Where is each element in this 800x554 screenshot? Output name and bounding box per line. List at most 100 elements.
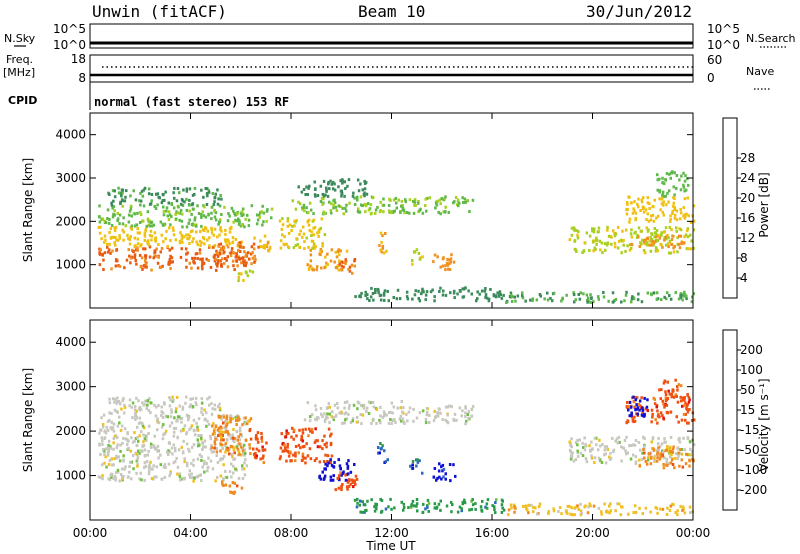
range-cell	[436, 199, 439, 203]
range-cell	[400, 199, 404, 203]
range-cell	[211, 192, 215, 195]
range-cell	[123, 403, 126, 407]
range-cell	[625, 212, 629, 216]
range-cell	[500, 498, 504, 502]
range-cell	[416, 509, 419, 513]
range-cell	[640, 300, 644, 304]
range-cell	[135, 452, 138, 456]
range-cell	[227, 212, 230, 216]
range-cell	[201, 441, 204, 445]
range-cell	[171, 452, 174, 456]
range-cell	[679, 448, 682, 452]
range-cell	[337, 486, 341, 490]
range-cell	[460, 414, 463, 418]
range-cell	[353, 480, 356, 483]
range-cell	[137, 421, 141, 425]
freq-panel-frame	[89, 54, 694, 83]
range-cell	[648, 207, 651, 210]
range-cell	[689, 221, 693, 224]
range-cell	[130, 227, 133, 231]
range-cell	[222, 438, 225, 442]
range-cell	[401, 410, 404, 414]
range-cell	[628, 217, 632, 221]
range-cell	[102, 413, 106, 417]
range-cell	[367, 412, 371, 415]
range-cell	[360, 203, 363, 207]
range-cell	[123, 199, 127, 203]
range-cell	[208, 403, 211, 407]
range-cell	[610, 235, 613, 239]
range-cell	[424, 298, 427, 302]
range-cell	[634, 455, 638, 459]
range-cell	[113, 209, 116, 213]
range-cell	[316, 231, 319, 235]
range-cell	[684, 188, 688, 192]
range-cell	[405, 290, 409, 294]
range-cell	[335, 255, 339, 259]
range-cell	[154, 414, 158, 418]
range-cell	[207, 189, 210, 192]
range-cell	[225, 258, 228, 262]
range-cell	[377, 451, 380, 455]
range-cell	[681, 298, 684, 302]
range-cell	[224, 424, 228, 428]
range-cell	[635, 412, 638, 416]
range-cell	[466, 413, 470, 416]
range-cell	[201, 448, 204, 451]
range-cell	[244, 270, 248, 274]
range-cell	[475, 299, 478, 303]
range-cell	[236, 212, 239, 216]
range-cell	[232, 220, 235, 224]
range-cell	[212, 429, 216, 433]
range-cell	[320, 250, 323, 253]
range-cell	[174, 460, 177, 464]
range-cell	[424, 418, 428, 421]
range-cell	[493, 508, 496, 512]
range-cell	[338, 262, 341, 266]
range-cell	[547, 512, 550, 515]
range-cell	[367, 400, 371, 404]
range-cell	[155, 447, 158, 450]
range-cell	[585, 231, 589, 235]
range-cell	[373, 509, 377, 513]
range-cell	[238, 426, 242, 430]
range-cell	[678, 217, 682, 221]
range-cell	[255, 434, 258, 437]
range-cell	[309, 253, 313, 257]
range-cell	[476, 297, 479, 301]
range-cell	[446, 413, 449, 417]
range-cell	[680, 174, 683, 178]
range-cell	[295, 434, 298, 438]
range-cell	[99, 428, 102, 432]
range-cell	[224, 420, 227, 424]
range-cell	[128, 209, 132, 213]
range-cell	[387, 209, 391, 213]
range-cell	[116, 259, 119, 263]
range-cell	[574, 441, 578, 444]
range-cell	[138, 199, 141, 203]
range-cell	[630, 444, 633, 447]
range-cell	[661, 190, 665, 194]
range-cell	[438, 290, 441, 293]
range-cell	[228, 214, 231, 218]
range-cell	[181, 405, 185, 409]
range-cell	[637, 226, 641, 230]
range-cell	[131, 440, 135, 444]
range-cell	[143, 234, 147, 238]
range-cell	[337, 248, 340, 252]
range-cell	[160, 414, 163, 417]
range-cell	[364, 290, 367, 294]
range-cell	[666, 380, 669, 384]
range-cell	[291, 224, 294, 228]
range-cell	[603, 502, 606, 506]
range-cell	[139, 203, 142, 207]
range-cell	[171, 395, 174, 399]
range-cell	[351, 480, 354, 484]
range-cell	[106, 250, 110, 254]
range-cell	[588, 502, 591, 506]
range-cell	[147, 408, 150, 412]
range-cell	[188, 428, 191, 431]
range-cell	[374, 289, 377, 293]
range-cell	[240, 272, 243, 276]
